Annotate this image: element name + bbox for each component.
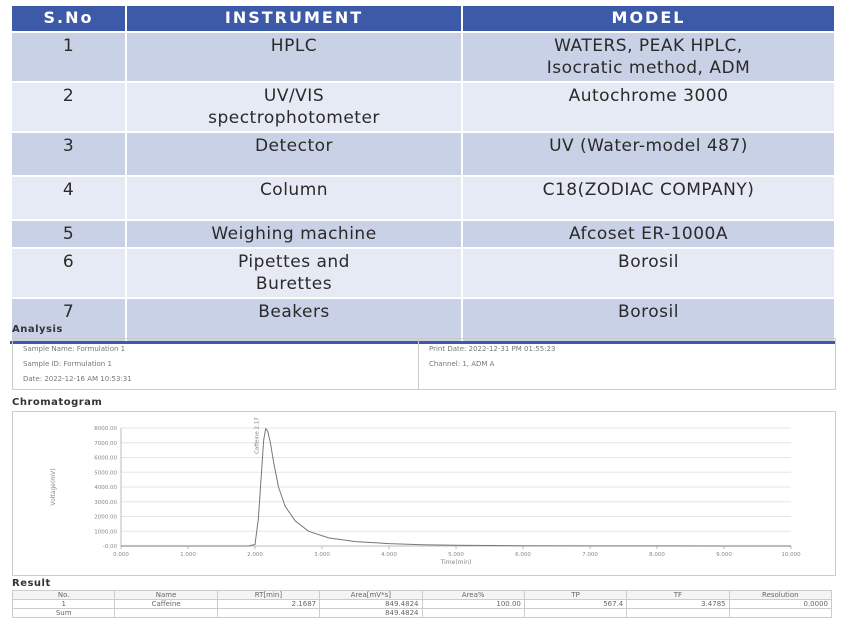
result-row: Sum 849.4824 [11, 608, 833, 618]
cell-instrument: Column [125, 175, 463, 221]
x-axis-label: Time(min) [440, 559, 472, 566]
result-cell [728, 608, 833, 618]
cell-instrument: Detector [125, 131, 463, 177]
result-cell: Sum [11, 608, 116, 618]
cell-sno: 7 [10, 297, 127, 344]
instrument-row: 5 Weighing machine Afcoset ER-1000A [10, 219, 836, 249]
x-tick-label: 7.000 [582, 552, 598, 558]
result-cell: Caffeine [114, 599, 218, 609]
result-header-cell: No. [11, 590, 116, 600]
x-tick-label: 6.000 [515, 552, 531, 558]
chromatogram-title: Chromatogram [12, 397, 103, 408]
x-tick-label: 2.000 [247, 552, 263, 558]
analysis-date: Date: 2022-12-16 AM 10:53:31 [23, 375, 132, 383]
result-cell [523, 608, 628, 618]
header-model: MODEL [461, 4, 836, 33]
x-tick-label: 1.000 [180, 552, 196, 558]
instrument-row: 4 Column C18(ZODIAC COMPANY) [10, 175, 836, 221]
cell-instrument: Pipettes and Burettes [125, 247, 463, 299]
y-tick-label: -0.00 [103, 544, 118, 550]
cell-instrument: Beakers [125, 297, 463, 344]
instrument-row: 7 Beakers Borosil [10, 297, 836, 344]
result-title: Result [12, 578, 51, 589]
sample-id: Sample ID: Formulation 1 [23, 360, 112, 368]
peak-label: Caffeine 2.17 [254, 417, 260, 454]
chromatogram-box: -0.00 1000.00 2000.00 3000.00 4000.00 5000.00… [12, 411, 836, 576]
cell-sno: 2 [10, 81, 127, 133]
result-cell: 1 [11, 599, 116, 609]
print-date: Print Date: 2022-12-31 PM 01:55:23 [429, 345, 556, 353]
header-sno: S.No [10, 4, 127, 33]
x-tick-label: 5.000 [448, 552, 464, 558]
instrument-row: 6 Pipettes and Burettes Borosil [10, 247, 836, 299]
channel: Channel: 1, ADM A [429, 360, 495, 368]
analysis-box: Sample Name: Formulation 1 Sample ID: Fo… [12, 338, 836, 390]
cell-model: Afcoset ER-1000A [461, 219, 836, 249]
y-tick-label: 3000.00 [94, 500, 117, 506]
y-tick-label: 1000.00 [94, 529, 117, 535]
result-cell: 567.4 [523, 599, 628, 609]
instrument-row: 3 Detector UV (Water-model 487) [10, 131, 836, 177]
result-header-cell: RT[min] [216, 590, 321, 600]
x-tick-label: 8.000 [649, 552, 665, 558]
header-instrument: INSTRUMENT [125, 4, 463, 33]
cell-sno: 1 [10, 31, 127, 83]
cell-sno: 3 [10, 131, 127, 177]
instrument-row: 2 UV/VIS spectrophotometer Autochrome 3000 [10, 81, 836, 133]
instrument-table-header: S.No INSTRUMENT MODEL [10, 4, 836, 33]
y-tick-label: 7000.00 [94, 441, 117, 447]
instrument-row: 1 HPLC WATERS, PEAK HPLC, Isocratic method… [10, 31, 836, 83]
analysis-title: Analysis [12, 324, 63, 335]
result-cell: 100.00 [421, 599, 525, 609]
cell-model: WATERS, PEAK HPLC, Isocratic method, ADM [461, 31, 836, 83]
result-header-cell: Name [114, 590, 218, 600]
y-tick-label: 8000.00 [94, 426, 117, 432]
result-header-cell: TP [523, 590, 628, 600]
result-cell [421, 608, 525, 618]
result-header-cell: Area% [421, 590, 525, 600]
y-tick-label: 2000.00 [94, 515, 117, 521]
chromatogram-chart: -0.00 1000.00 2000.00 3000.00 4000.00 5000.00… [50, 417, 801, 566]
result-cell: 3.4785 [626, 599, 730, 609]
result-cell [216, 608, 321, 618]
x-tick-label: 0.000 [113, 552, 129, 558]
cell-model: UV (Water-model 487) [461, 131, 836, 177]
x-tick-label: 10.000 [781, 552, 801, 558]
x-tick-label: 9.000 [716, 552, 732, 558]
result-cell: 849.4824 [319, 599, 423, 609]
cell-instrument: HPLC [125, 31, 463, 83]
result-header-cell: Resolution [728, 590, 833, 600]
result-cell: 849.4824 [319, 608, 423, 618]
cell-model: C18(ZODIAC COMPANY) [461, 175, 836, 221]
cell-instrument: UV/VIS spectrophotometer [125, 81, 463, 133]
result-cell [114, 608, 218, 618]
result-row: 1 Caffeine 2.1687 849.4824 100.00 567.4 3.4785… [11, 599, 833, 609]
cell-model: Borosil [461, 247, 836, 299]
x-tick-label: 3.000 [314, 552, 330, 558]
cell-model: Autochrome 3000 [461, 81, 836, 133]
result-header-row: No. Name RT[min] Area[mV*s] Area% TP TF Resolut… [11, 590, 833, 600]
y-axis-label: Voltage(mV) [50, 468, 57, 505]
y-tick-label: 6000.00 [94, 456, 117, 462]
result-table: No. Name RT[min] Area[mV*s] Area% TP TF Resolut… [11, 590, 833, 618]
result-cell: 2.1687 [216, 599, 321, 609]
x-tick-label: 4.000 [381, 552, 397, 558]
result-cell: 0.0000 [728, 599, 833, 609]
cell-model: Borosil [461, 297, 836, 344]
sample-name: Sample Name: Formulation 1 [23, 345, 126, 353]
result-cell [626, 608, 730, 618]
instrument-table: S.No INSTRUMENT MODEL 1 HPLC WATERS, PEAK … [10, 4, 836, 344]
cell-instrument: Weighing machine [125, 219, 463, 249]
y-tick-label: 4000.00 [94, 485, 117, 491]
y-tick-label: 5000.00 [94, 470, 117, 476]
cell-sno: 4 [10, 175, 127, 221]
result-header-cell: Area[mV*s] [319, 590, 423, 600]
analysis-left-panel [13, 339, 419, 389]
cell-sno: 6 [10, 247, 127, 299]
result-header-cell: TF [626, 590, 730, 600]
chromatogram-trace [121, 427, 791, 547]
cell-sno: 5 [10, 219, 127, 249]
